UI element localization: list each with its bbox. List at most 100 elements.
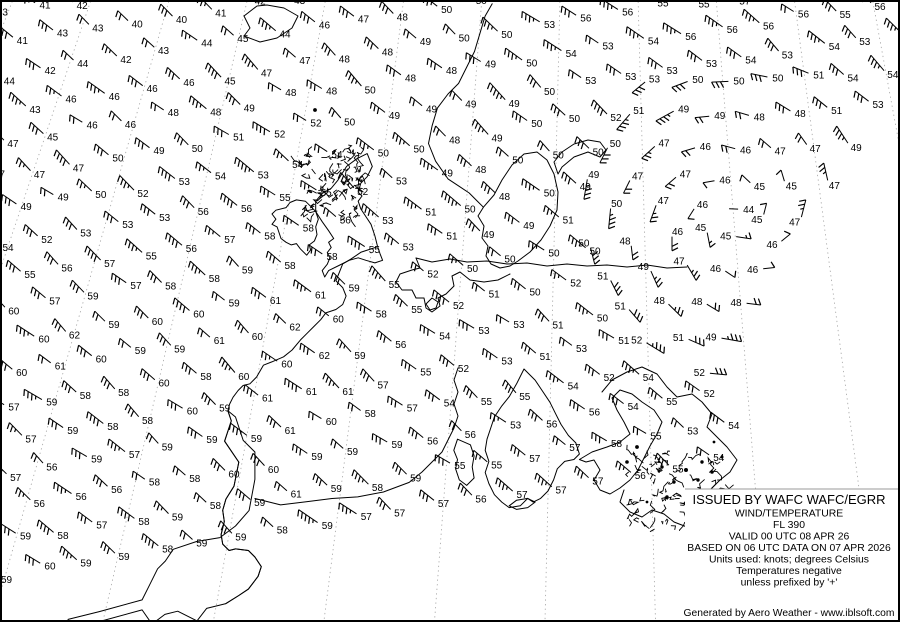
- svg-text:45: 45: [225, 76, 237, 87]
- svg-text:48: 48: [446, 66, 458, 77]
- svg-text:55: 55: [840, 10, 852, 21]
- svg-text:55: 55: [650, 431, 662, 442]
- svg-text:48: 48: [168, 108, 180, 119]
- svg-text:44: 44: [201, 39, 213, 50]
- svg-text:50: 50: [733, 77, 745, 88]
- svg-text:48: 48: [285, 88, 297, 99]
- svg-text:56: 56: [580, 13, 592, 24]
- svg-text:52: 52: [631, 336, 643, 347]
- svg-text:50: 50: [569, 114, 581, 125]
- svg-text:52: 52: [41, 235, 53, 246]
- svg-text:FL 390: FL 390: [773, 520, 805, 531]
- svg-text:58: 58: [376, 310, 388, 321]
- svg-text:46: 46: [109, 92, 121, 103]
- svg-text:55: 55: [481, 397, 493, 408]
- svg-text:52: 52: [704, 389, 716, 400]
- svg-text:61: 61: [291, 490, 303, 501]
- svg-text:57: 57: [394, 509, 406, 520]
- svg-text:61: 61: [315, 290, 327, 301]
- svg-text:46: 46: [183, 78, 195, 89]
- svg-text:56: 56: [198, 207, 210, 218]
- svg-text:59: 59: [392, 440, 404, 451]
- svg-text:56: 56: [763, 22, 775, 33]
- svg-text:59: 59: [135, 346, 147, 357]
- svg-text:46: 46: [697, 200, 709, 211]
- svg-text:53: 53: [603, 41, 615, 52]
- svg-text:61: 61: [214, 336, 226, 347]
- svg-text:55: 55: [369, 245, 381, 256]
- svg-text:58: 58: [327, 252, 339, 263]
- svg-text:43: 43: [57, 29, 69, 40]
- svg-text:50: 50: [772, 74, 784, 85]
- svg-text:44: 44: [77, 59, 89, 70]
- svg-text:52: 52: [610, 113, 622, 124]
- svg-text:59: 59: [2, 575, 13, 586]
- svg-text:45: 45: [237, 34, 249, 45]
- svg-text:60: 60: [16, 368, 28, 379]
- svg-text:59: 59: [354, 351, 366, 362]
- svg-text:54: 54: [887, 70, 899, 81]
- svg-text:42: 42: [120, 55, 132, 66]
- svg-text:55: 55: [699, 2, 711, 11]
- svg-text:45: 45: [754, 182, 766, 193]
- svg-text:51: 51: [597, 272, 609, 283]
- svg-text:56: 56: [875, 2, 887, 13]
- svg-text:50: 50: [467, 264, 479, 275]
- svg-text:59: 59: [109, 320, 121, 331]
- svg-text:56: 56: [427, 436, 439, 447]
- svg-text:55: 55: [389, 280, 401, 291]
- svg-text:47: 47: [358, 15, 370, 26]
- svg-text:58: 58: [372, 483, 384, 494]
- svg-text:41: 41: [215, 8, 227, 19]
- svg-text:54: 54: [444, 398, 456, 409]
- svg-text:59: 59: [235, 533, 247, 544]
- svg-text:Generated by Aero Weather - ww: Generated by Aero Weather - www.iblsoft.…: [684, 608, 895, 619]
- svg-text:57: 57: [8, 403, 20, 414]
- svg-text:59: 59: [219, 404, 231, 415]
- svg-text:46: 46: [740, 146, 752, 157]
- svg-text:51: 51: [673, 333, 685, 344]
- svg-text:58: 58: [285, 261, 297, 272]
- svg-text:VALID 00 UTC 08 APR 26: VALID 00 UTC 08 APR 26: [729, 532, 850, 543]
- svg-text:50: 50: [465, 204, 477, 215]
- svg-text:48: 48: [382, 48, 394, 59]
- svg-text:57: 57: [556, 486, 568, 497]
- svg-text:43: 43: [294, 2, 306, 7]
- svg-text:unless prefixed by '+': unless prefixed by '+': [741, 578, 838, 589]
- svg-text:53: 53: [122, 220, 134, 231]
- svg-text:57: 57: [130, 281, 142, 292]
- svg-text:46: 46: [719, 175, 731, 186]
- svg-text:59: 59: [242, 266, 254, 277]
- svg-text:52: 52: [357, 187, 369, 198]
- svg-text:53: 53: [403, 242, 415, 253]
- svg-text:59: 59: [67, 426, 79, 437]
- svg-text:51: 51: [553, 320, 565, 331]
- svg-text:42: 42: [45, 66, 57, 77]
- svg-text:59: 59: [322, 521, 334, 532]
- svg-text:56: 56: [622, 8, 634, 19]
- svg-text:53: 53: [576, 344, 588, 355]
- svg-text:61: 61: [55, 361, 67, 372]
- svg-text:47: 47: [775, 147, 787, 158]
- svg-text:60: 60: [187, 406, 199, 417]
- svg-text:47: 47: [789, 217, 801, 228]
- svg-text:61: 61: [306, 387, 318, 398]
- svg-text:59: 59: [206, 435, 218, 446]
- svg-text:56: 56: [727, 25, 739, 36]
- svg-text:56: 56: [395, 340, 407, 351]
- svg-text:53: 53: [585, 76, 597, 87]
- svg-text:45: 45: [720, 231, 732, 242]
- svg-text:53: 53: [513, 320, 525, 331]
- svg-text:51: 51: [425, 208, 437, 219]
- svg-text:57: 57: [569, 443, 581, 454]
- svg-text:50: 50: [597, 314, 609, 325]
- svg-text:59: 59: [87, 292, 99, 303]
- svg-text:49: 49: [523, 221, 535, 232]
- svg-text:60: 60: [238, 372, 250, 383]
- svg-text:57: 57: [25, 434, 37, 445]
- svg-text:48: 48: [397, 13, 409, 24]
- svg-text:59: 59: [20, 531, 32, 542]
- svg-text:60: 60: [281, 359, 293, 370]
- svg-text:59: 59: [331, 484, 343, 495]
- svg-text:56: 56: [685, 32, 697, 43]
